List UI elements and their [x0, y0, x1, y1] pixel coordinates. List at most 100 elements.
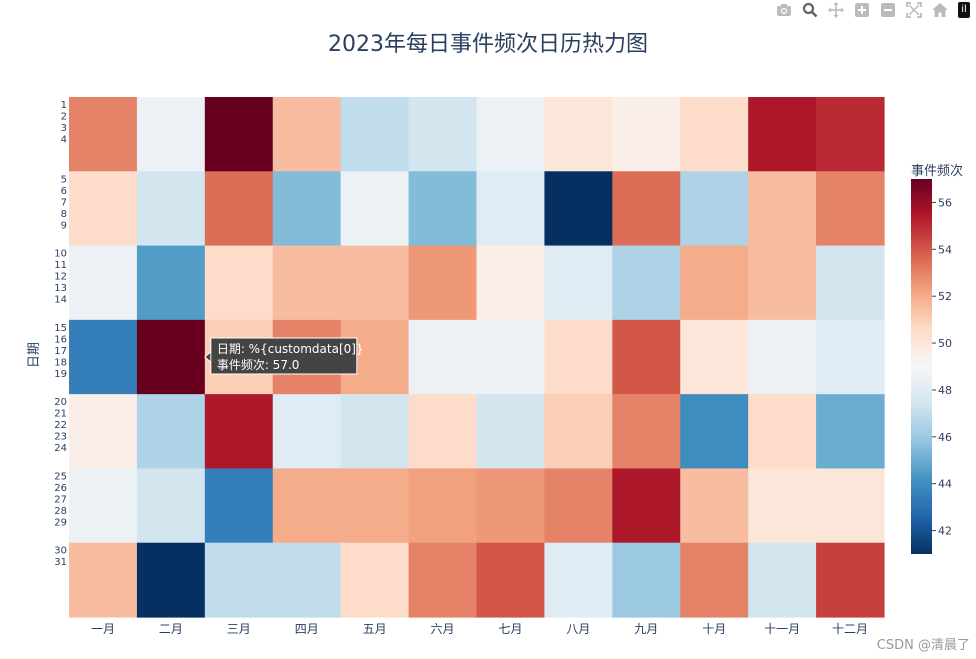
- heatmap-cell[interactable]: [680, 97, 749, 172]
- heatmap-cell[interactable]: [816, 542, 885, 618]
- heatmap-cell[interactable]: [272, 319, 342, 395]
- heatmap-cell[interactable]: [69, 394, 138, 470]
- heatmap-cell[interactable]: [340, 319, 410, 395]
- y-tick-label: 9: [61, 220, 67, 231]
- camera-icon[interactable]: [776, 2, 792, 18]
- heatmap-cell[interactable]: [748, 319, 817, 395]
- plotly-logo[interactable]: il: [958, 2, 970, 18]
- heatmap-cell[interactable]: [204, 171, 274, 247]
- heatmap-cell[interactable]: [612, 319, 681, 395]
- home-icon[interactable]: [932, 2, 948, 18]
- heatmap-cell[interactable]: [612, 97, 681, 172]
- heatmap-cell[interactable]: [544, 468, 613, 544]
- heatmap-cell[interactable]: [816, 171, 885, 247]
- heatmap-cell[interactable]: [680, 319, 749, 395]
- heatmap-cell[interactable]: [748, 171, 817, 247]
- heatmap-cell[interactable]: [204, 394, 274, 470]
- heatmap-cell[interactable]: [748, 542, 817, 618]
- heatmap-cell[interactable]: [272, 394, 342, 470]
- heatmap-cell[interactable]: [272, 468, 342, 544]
- heatmap-cell[interactable]: [408, 97, 478, 172]
- heatmap-cell[interactable]: [816, 97, 885, 172]
- heatmap-cell[interactable]: [680, 171, 749, 247]
- heatmap-cell[interactable]: [136, 97, 206, 172]
- heatmap-cell[interactable]: [816, 245, 885, 321]
- heatmap-cell[interactable]: [544, 171, 613, 247]
- heatmap-cell[interactable]: [612, 542, 681, 618]
- heatmap-cell[interactable]: [680, 542, 749, 618]
- heatmap-cell[interactable]: [476, 319, 546, 395]
- y-tick-label: 23: [54, 432, 67, 443]
- heatmap-cell[interactable]: [272, 245, 342, 321]
- heatmap-cell[interactable]: [272, 97, 342, 172]
- heatmap-cell[interactable]: [612, 171, 681, 247]
- heatmap-cell[interactable]: [748, 394, 817, 470]
- zoom-icon[interactable]: [802, 2, 818, 18]
- autoscale-icon[interactable]: [906, 2, 922, 18]
- heatmap-cell[interactable]: [748, 468, 817, 544]
- heatmap-cell[interactable]: [476, 394, 546, 470]
- heatmap-cell[interactable]: [272, 171, 342, 247]
- chart-title: 2023年每日事件频次日历热力图: [328, 32, 648, 57]
- heatmap-cell[interactable]: [272, 542, 342, 618]
- heatmap-cell[interactable]: [612, 245, 681, 321]
- heatmap-cell[interactable]: [544, 542, 613, 618]
- heatmap-cell[interactable]: [748, 245, 817, 321]
- heatmap-cell[interactable]: [340, 468, 410, 544]
- heatmap-cell[interactable]: [204, 97, 274, 172]
- heatmap-cell[interactable]: [476, 245, 546, 321]
- heatmap-cell[interactable]: [69, 97, 138, 172]
- pan-icon[interactable]: [828, 2, 844, 18]
- heatmap-cell[interactable]: [340, 542, 410, 618]
- heatmap-cell[interactable]: [69, 319, 138, 395]
- heatmap-cell[interactable]: [408, 171, 478, 247]
- x-tick-label: 七月: [498, 622, 522, 636]
- heatmap-cell[interactable]: [476, 171, 546, 247]
- heatmap-cell[interactable]: [408, 319, 478, 395]
- heatmap-cell[interactable]: [408, 542, 478, 618]
- heatmap-cell[interactable]: [408, 245, 478, 321]
- heatmap-cell[interactable]: [340, 245, 410, 321]
- heatmap-cell[interactable]: [680, 245, 749, 321]
- heatmap-cell[interactable]: [816, 394, 885, 470]
- heatmap-cell[interactable]: [136, 319, 206, 395]
- heatmap-cell[interactable]: [680, 394, 749, 470]
- zoom-in-icon[interactable]: [854, 2, 870, 18]
- x-tick-label: 十二月: [832, 622, 868, 636]
- heatmap-cell[interactable]: [204, 542, 274, 618]
- heatmap-cell[interactable]: [340, 97, 410, 172]
- heatmap-cell[interactable]: [408, 468, 478, 544]
- heatmap-cell[interactable]: [612, 468, 681, 544]
- heatmap-cell[interactable]: [816, 319, 885, 395]
- y-tick-label: 16: [54, 334, 67, 345]
- heatmap-cell[interactable]: [69, 245, 138, 321]
- heatmap-cell[interactable]: [340, 394, 410, 470]
- heatmap-cell[interactable]: [69, 468, 138, 544]
- heatmap-cell[interactable]: [680, 468, 749, 544]
- heatmap-cell[interactable]: [340, 171, 410, 247]
- heatmap-cell[interactable]: [544, 394, 613, 470]
- y-tick-label: 30: [54, 546, 67, 557]
- heatmap-cell[interactable]: [408, 394, 478, 470]
- heatmap-cell[interactable]: [612, 394, 681, 470]
- zoom-out-icon[interactable]: [880, 2, 896, 18]
- heatmap-cell[interactable]: [544, 97, 613, 172]
- heatmap-cell[interactable]: [204, 245, 274, 321]
- heatmap-cell[interactable]: [136, 542, 206, 618]
- heatmap-cell[interactable]: [476, 542, 546, 618]
- heatmap-cell[interactable]: [69, 171, 138, 247]
- heatmap-cell[interactable]: [544, 319, 613, 395]
- heatmap-cell[interactable]: [136, 171, 206, 247]
- heatmap-cell[interactable]: [476, 468, 546, 544]
- heatmap-cell[interactable]: [69, 542, 138, 618]
- heatmap-cell[interactable]: [204, 319, 274, 395]
- heatmap-cell[interactable]: [136, 394, 206, 470]
- heatmap-cell[interactable]: [816, 468, 885, 544]
- heatmap-cell[interactable]: [204, 468, 274, 544]
- heatmap-cell[interactable]: [544, 245, 613, 321]
- heatmap-cell[interactable]: [136, 468, 206, 544]
- heatmap-cell[interactable]: [476, 97, 546, 172]
- heatmap-cell[interactable]: [748, 97, 817, 172]
- heatmap-cell[interactable]: [136, 245, 206, 321]
- colorbar-tick-label: 56: [938, 196, 952, 209]
